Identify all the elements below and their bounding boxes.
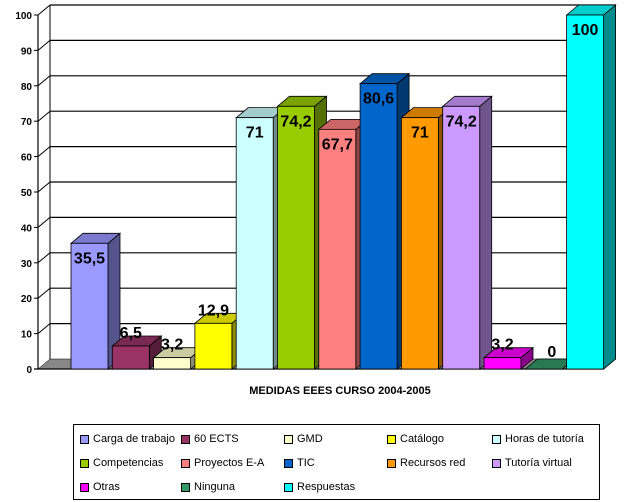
legend-item: Carga de trabajo xyxy=(80,433,175,445)
y-tick-label: 100 xyxy=(15,11,32,22)
data-label: 6,5 xyxy=(120,325,142,342)
legend-item: TIC xyxy=(284,457,315,469)
legend-label: Otras xyxy=(93,481,120,493)
y-tick-label: 40 xyxy=(21,223,33,234)
bar-front xyxy=(318,128,357,370)
data-label: 74,2 xyxy=(280,113,311,130)
legend-item: Tutoría virtual xyxy=(492,457,572,469)
legend-item: GMD xyxy=(284,433,323,445)
y-tick-label: 20 xyxy=(21,294,33,305)
legend-label: Recursos red xyxy=(400,457,466,469)
bar xyxy=(69,232,122,370)
legend-swatch xyxy=(387,434,396,444)
legend-label: Catálogo xyxy=(400,433,445,445)
legend-label: 60 ECTS xyxy=(194,433,239,445)
y-tick-label: 90 xyxy=(21,46,33,57)
gridline-diagonal xyxy=(37,110,51,122)
gridline-diagonal xyxy=(37,181,51,193)
y-tick-label: 60 xyxy=(21,153,33,164)
legend-label: TIC xyxy=(297,457,315,469)
legend-item: Ninguna xyxy=(181,481,235,493)
legend-swatch xyxy=(284,482,293,492)
legend-swatch xyxy=(80,458,89,468)
data-labels: 35,5 6,5 3,2 12,9 71 74,2 67,7 80,6 71 74,2 3,2 0 10… xyxy=(74,22,599,361)
legend-label: Competencias xyxy=(93,457,164,469)
data-label: 3,2 xyxy=(491,337,513,354)
gridline-diagonal xyxy=(37,40,51,51)
bar-side xyxy=(479,95,493,370)
legend-swatch xyxy=(80,482,89,492)
gridline-diagonal xyxy=(37,252,51,264)
legend-label: Respuestas xyxy=(297,481,356,493)
bar-front xyxy=(400,117,439,370)
bars xyxy=(69,4,617,370)
legend-swatch xyxy=(492,434,501,444)
bar-front xyxy=(359,83,398,370)
legend-swatch xyxy=(284,434,293,444)
bar xyxy=(482,346,535,370)
bar-front xyxy=(153,357,192,370)
y-tick-label: 0 xyxy=(26,365,32,376)
legend-label: Tutoría virtual xyxy=(505,457,572,469)
y-tick-label: 70 xyxy=(21,117,33,128)
legend-label: Horas de tutoría xyxy=(505,433,584,445)
legend-swatch xyxy=(181,434,190,444)
gridline-diagonal xyxy=(37,323,51,334)
bar xyxy=(441,95,493,370)
legend-item: 60 ECTS xyxy=(181,433,239,445)
bar-front xyxy=(70,242,109,370)
data-label: 3,2 xyxy=(161,337,183,354)
data-label: 71 xyxy=(246,125,264,142)
data-label: 12,9 xyxy=(198,302,229,319)
bar-front xyxy=(277,105,315,370)
y-tick-label: 80 xyxy=(21,82,33,93)
bar-front xyxy=(235,117,274,370)
bar-chart: 0 10 20 30 40 50 60 70 80 90 100 35,5 6,5 3,2 12,9 71 7… xyxy=(15,4,617,397)
y-tick-label: 10 xyxy=(21,330,33,341)
bar-front xyxy=(442,105,481,370)
gridline-diagonal xyxy=(37,146,51,157)
legend-item: Otras xyxy=(80,481,120,493)
legend-item: Catálogo xyxy=(387,433,444,445)
legend-swatch xyxy=(181,458,190,468)
data-label: 35,5 xyxy=(74,250,105,267)
legend-item: Horas de tutoría xyxy=(492,433,584,445)
gridline-diagonal xyxy=(37,75,51,87)
x-axis-title: MEDIDAS EEES CURSO 2004-2005 xyxy=(249,385,431,397)
legend: Carga de trabajo 60 ECTS GMD Catálogo Horas … xyxy=(73,424,600,500)
legend-swatch xyxy=(80,434,89,444)
bar xyxy=(111,335,163,370)
y-tick-label: 30 xyxy=(21,259,33,270)
data-label: 0 xyxy=(547,344,556,361)
y-tick-label: 50 xyxy=(21,188,33,199)
data-label: 100 xyxy=(572,22,599,39)
legend-swatch xyxy=(492,458,501,468)
bar-front xyxy=(483,357,522,370)
legend-swatch xyxy=(284,458,293,468)
legend-swatch xyxy=(387,458,396,468)
gridline-diagonal xyxy=(37,4,51,16)
data-label: 80,6 xyxy=(363,91,394,108)
legend-item: Recursos red xyxy=(387,457,465,469)
legend-item: Respuestas xyxy=(284,481,355,493)
bar-front xyxy=(566,14,604,370)
data-label: 67,7 xyxy=(322,136,353,153)
legend-label: Carga de trabajo xyxy=(93,433,175,445)
legend-label: GMD xyxy=(297,433,323,445)
gridline-diagonal xyxy=(37,217,51,228)
legend-swatch xyxy=(181,482,190,492)
legend-item: Proyectos E-A xyxy=(181,457,264,469)
data-label: 74,2 xyxy=(446,113,477,130)
legend-label: Ninguna xyxy=(194,481,235,493)
legend-item: Competencias xyxy=(80,457,163,469)
legend-label: Proyectos E-A xyxy=(194,457,265,469)
data-label: 71 xyxy=(411,125,429,142)
bar-side xyxy=(603,4,616,370)
bar-front xyxy=(111,345,150,370)
gridline-diagonal xyxy=(37,287,51,299)
bar-front xyxy=(194,322,233,370)
bar xyxy=(565,4,617,370)
